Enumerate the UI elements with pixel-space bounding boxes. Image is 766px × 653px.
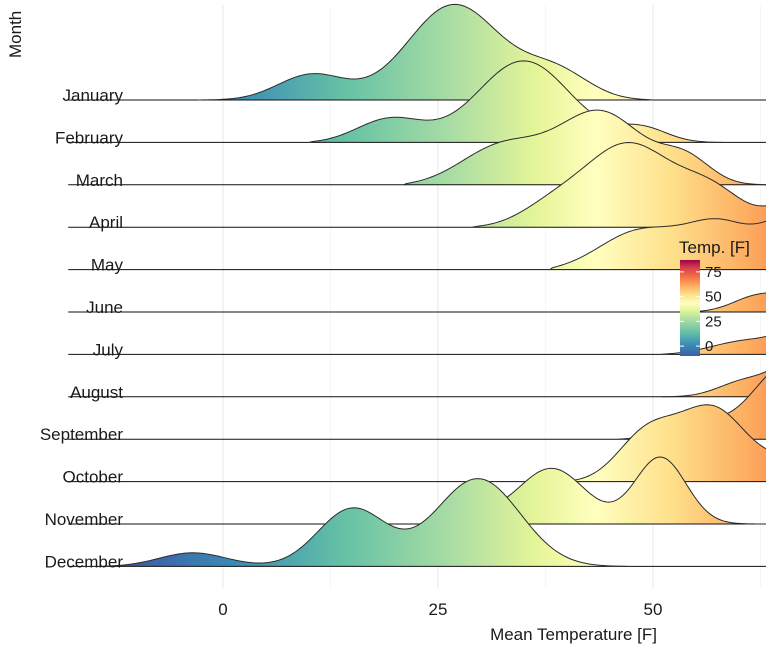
month-label-november: November [45, 510, 124, 529]
month-label-march: March [76, 171, 123, 190]
ridge-outline-july [661, 335, 766, 355]
ridge-outline-december [102, 478, 628, 567]
ridge-january [68, 3, 766, 101]
month-label-may: May [91, 256, 124, 275]
ridge-outline-march [403, 109, 766, 186]
month-labels: January February March April May June July Augu… [40, 86, 124, 571]
legend-label-0: 0 [705, 338, 713, 355]
ridge-outline-october [566, 404, 766, 483]
ridge-november [68, 456, 766, 525]
legend-label-50: 50 [705, 289, 722, 306]
x-tick-label-0: 0 [218, 600, 227, 619]
ridges [68, 3, 766, 567]
ridge-fill-may [549, 218, 766, 270]
x-tick-label-25: 25 [429, 600, 448, 619]
ridge-fill-january [197, 4, 653, 101]
month-label-december: December [45, 552, 124, 571]
ridge-fill-april [472, 142, 766, 228]
legend-title: Temp. [F] [679, 238, 750, 257]
ridge-outline-april [472, 142, 766, 228]
month-label-august: August [70, 383, 123, 402]
month-label-june: June [86, 298, 123, 317]
ridge-december [68, 478, 766, 567]
ridge-fill-february [309, 60, 722, 143]
month-label-april: April [89, 213, 123, 232]
x-axis-ticks: 0255075100 [218, 600, 663, 619]
ridge-outline-june [687, 292, 766, 313]
ridge-fill-december [102, 478, 628, 567]
y-axis-title: Month [6, 11, 25, 58]
legend-ticks: 0 25 50 75 [680, 264, 722, 355]
legend-label-25: 25 [705, 313, 722, 330]
month-label-september: September [40, 425, 123, 444]
month-label-february: February [55, 128, 124, 147]
month-label-october: October [63, 468, 124, 487]
ridge-april [68, 142, 766, 228]
month-label-july: July [93, 340, 124, 359]
ridge-fill-august [661, 371, 766, 397]
legend-label-75: 75 [705, 264, 722, 281]
ridge-outline-january [197, 3, 654, 101]
month-label-january: January [63, 86, 124, 105]
color-legend: Temp. [F] 0 25 50 75 [679, 238, 750, 356]
legend-colorbar [680, 260, 700, 356]
ridge-outline-august [661, 370, 766, 398]
ridge-outline-february [308, 60, 722, 143]
ridge-may [68, 218, 766, 271]
ridge-outline-may [549, 218, 766, 271]
x-tick-label-50: 50 [644, 600, 663, 619]
ridge-fill-october [567, 404, 766, 482]
ridge-june [68, 292, 766, 313]
ridge-august [68, 370, 766, 398]
ridge-july [68, 335, 766, 355]
x-axis-title: Mean Temperature [F] [490, 625, 657, 644]
